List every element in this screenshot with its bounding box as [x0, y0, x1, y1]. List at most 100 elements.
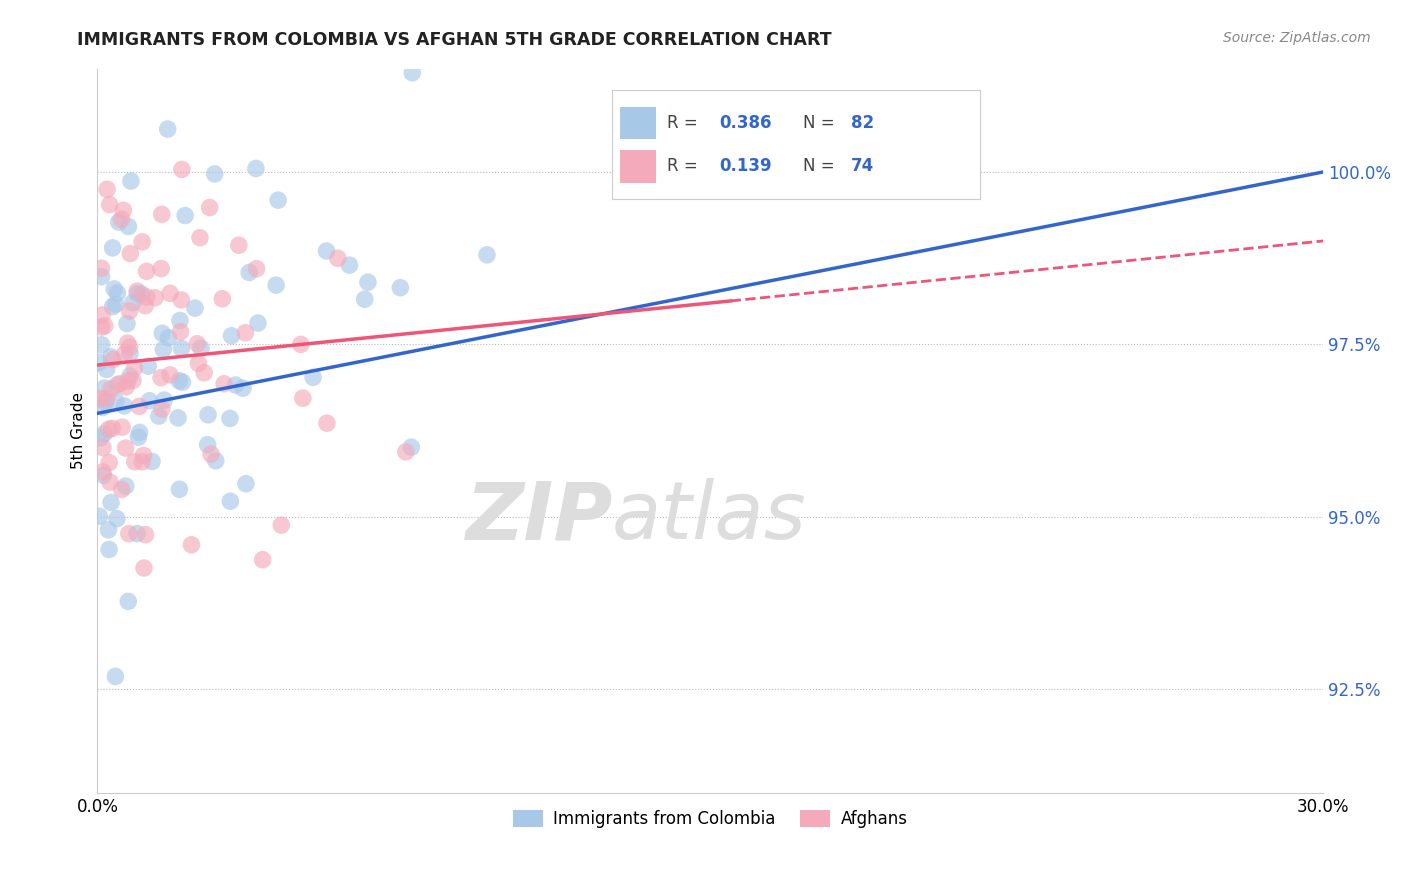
- Point: [174, 209, 197, 223]
- Point: [170, 162, 193, 177]
- Point: [105, 286, 128, 301]
- Point: [316, 416, 339, 430]
- Point: [245, 161, 267, 176]
- Point: [150, 402, 173, 417]
- Point: [326, 252, 349, 266]
- Point: [188, 230, 211, 244]
- Point: [118, 526, 141, 541]
- Point: [91, 465, 114, 479]
- Point: [131, 235, 153, 249]
- Point: [148, 409, 170, 423]
- Point: [117, 219, 139, 234]
- Point: [91, 401, 114, 415]
- Y-axis label: 5th Grade: 5th Grade: [72, 392, 86, 469]
- Point: [204, 167, 226, 181]
- Point: [110, 212, 132, 227]
- Point: [104, 394, 127, 409]
- Point: [125, 526, 148, 541]
- Point: [197, 438, 219, 452]
- Point: [235, 326, 257, 340]
- Point: [111, 483, 134, 497]
- Point: [96, 362, 118, 376]
- Point: [235, 476, 257, 491]
- Point: [127, 286, 149, 301]
- Point: [117, 594, 139, 608]
- Point: [219, 411, 242, 425]
- Point: [204, 454, 226, 468]
- Point: [117, 374, 139, 388]
- Point: [111, 420, 134, 434]
- Point: [270, 518, 292, 533]
- Point: [212, 376, 235, 391]
- Point: [100, 495, 122, 509]
- Point: [169, 483, 191, 497]
- Point: [186, 336, 208, 351]
- Point: [114, 441, 136, 455]
- Text: IMMIGRANTS FROM COLOMBIA VS AFGHAN 5TH GRADE CORRELATION CHART: IMMIGRANTS FROM COLOMBIA VS AFGHAN 5TH G…: [77, 31, 832, 49]
- Point: [232, 381, 254, 395]
- Point: [238, 265, 260, 279]
- Point: [89, 355, 111, 369]
- Point: [97, 523, 120, 537]
- Point: [89, 509, 111, 524]
- Point: [169, 325, 191, 339]
- Point: [290, 337, 312, 351]
- Point: [101, 352, 124, 367]
- Point: [143, 291, 166, 305]
- Point: [98, 542, 121, 557]
- Point: [357, 275, 380, 289]
- Point: [169, 313, 191, 327]
- Point: [131, 287, 153, 301]
- Point: [156, 122, 179, 136]
- Point: [112, 399, 135, 413]
- Point: [211, 292, 233, 306]
- Point: [288, 24, 311, 38]
- Point: [117, 336, 139, 351]
- Point: [90, 320, 112, 334]
- Point: [132, 561, 155, 575]
- Point: [101, 300, 124, 314]
- Point: [193, 366, 215, 380]
- Point: [122, 374, 145, 388]
- Point: [395, 444, 418, 458]
- Point: [252, 552, 274, 566]
- Point: [201, 53, 224, 67]
- Point: [100, 350, 122, 364]
- Text: Source: ZipAtlas.com: Source: ZipAtlas.com: [1223, 31, 1371, 45]
- Point: [135, 290, 157, 304]
- Point: [159, 286, 181, 301]
- Point: [108, 215, 131, 229]
- Point: [245, 261, 267, 276]
- Point: [104, 669, 127, 683]
- Point: [127, 430, 149, 444]
- Point: [91, 308, 114, 322]
- Point: [135, 527, 157, 541]
- Point: [89, 392, 111, 406]
- Point: [98, 197, 121, 211]
- Point: [401, 66, 423, 80]
- Point: [136, 359, 159, 374]
- Point: [96, 182, 118, 196]
- Point: [180, 538, 202, 552]
- Point: [197, 408, 219, 422]
- Point: [159, 368, 181, 382]
- Point: [141, 454, 163, 468]
- Point: [98, 456, 121, 470]
- Point: [94, 395, 117, 409]
- Point: [94, 318, 117, 333]
- Point: [291, 391, 314, 405]
- Point: [101, 241, 124, 255]
- Legend: Immigrants from Colombia, Afghans: Immigrants from Colombia, Afghans: [506, 804, 914, 835]
- Point: [128, 400, 150, 414]
- Point: [150, 370, 173, 384]
- Point: [120, 174, 142, 188]
- Point: [150, 207, 173, 221]
- Point: [184, 301, 207, 315]
- Text: ZIP: ZIP: [465, 478, 612, 557]
- Point: [267, 193, 290, 207]
- Point: [114, 479, 136, 493]
- Point: [190, 341, 212, 355]
- Point: [124, 455, 146, 469]
- Point: [128, 425, 150, 440]
- Point: [120, 246, 142, 260]
